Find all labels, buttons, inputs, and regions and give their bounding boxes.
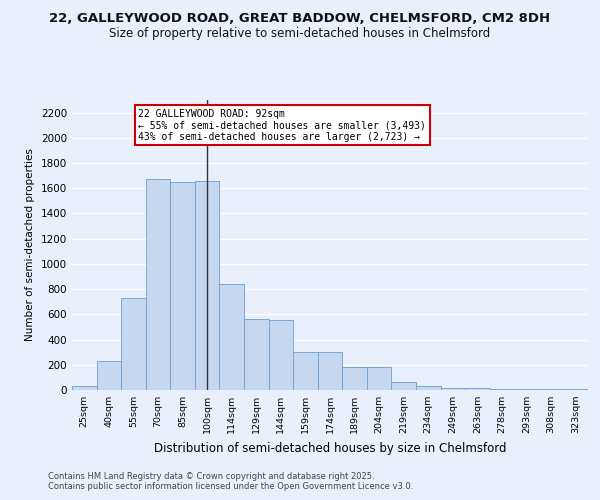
- Bar: [342, 368, 367, 390]
- Bar: [490, 388, 514, 390]
- Bar: [72, 386, 97, 390]
- Text: Contains public sector information licensed under the Open Government Licence v3: Contains public sector information licen…: [48, 482, 413, 491]
- Bar: [97, 361, 121, 390]
- Bar: [293, 352, 318, 390]
- Bar: [195, 180, 220, 390]
- Bar: [318, 352, 342, 390]
- Bar: [269, 320, 293, 390]
- Text: Contains HM Land Registry data © Crown copyright and database right 2025.: Contains HM Land Registry data © Crown c…: [48, 472, 374, 481]
- Text: 22, GALLEYWOOD ROAD, GREAT BADDOW, CHELMSFORD, CM2 8DH: 22, GALLEYWOOD ROAD, GREAT BADDOW, CHELM…: [49, 12, 551, 26]
- Bar: [440, 388, 465, 390]
- Bar: [514, 388, 539, 390]
- Text: 22 GALLEYWOOD ROAD: 92sqm
← 55% of semi-detached houses are smaller (3,493)
43% : 22 GALLEYWOOD ROAD: 92sqm ← 55% of semi-…: [139, 109, 426, 142]
- Text: Size of property relative to semi-detached houses in Chelmsford: Size of property relative to semi-detach…: [109, 28, 491, 40]
- Bar: [244, 320, 269, 390]
- X-axis label: Distribution of semi-detached houses by size in Chelmsford: Distribution of semi-detached houses by …: [154, 442, 506, 454]
- Bar: [170, 182, 195, 390]
- Bar: [465, 388, 490, 390]
- Bar: [146, 180, 170, 390]
- Bar: [391, 382, 416, 390]
- Y-axis label: Number of semi-detached properties: Number of semi-detached properties: [25, 148, 35, 342]
- Bar: [121, 298, 146, 390]
- Bar: [367, 368, 391, 390]
- Bar: [220, 284, 244, 390]
- Bar: [416, 386, 440, 390]
